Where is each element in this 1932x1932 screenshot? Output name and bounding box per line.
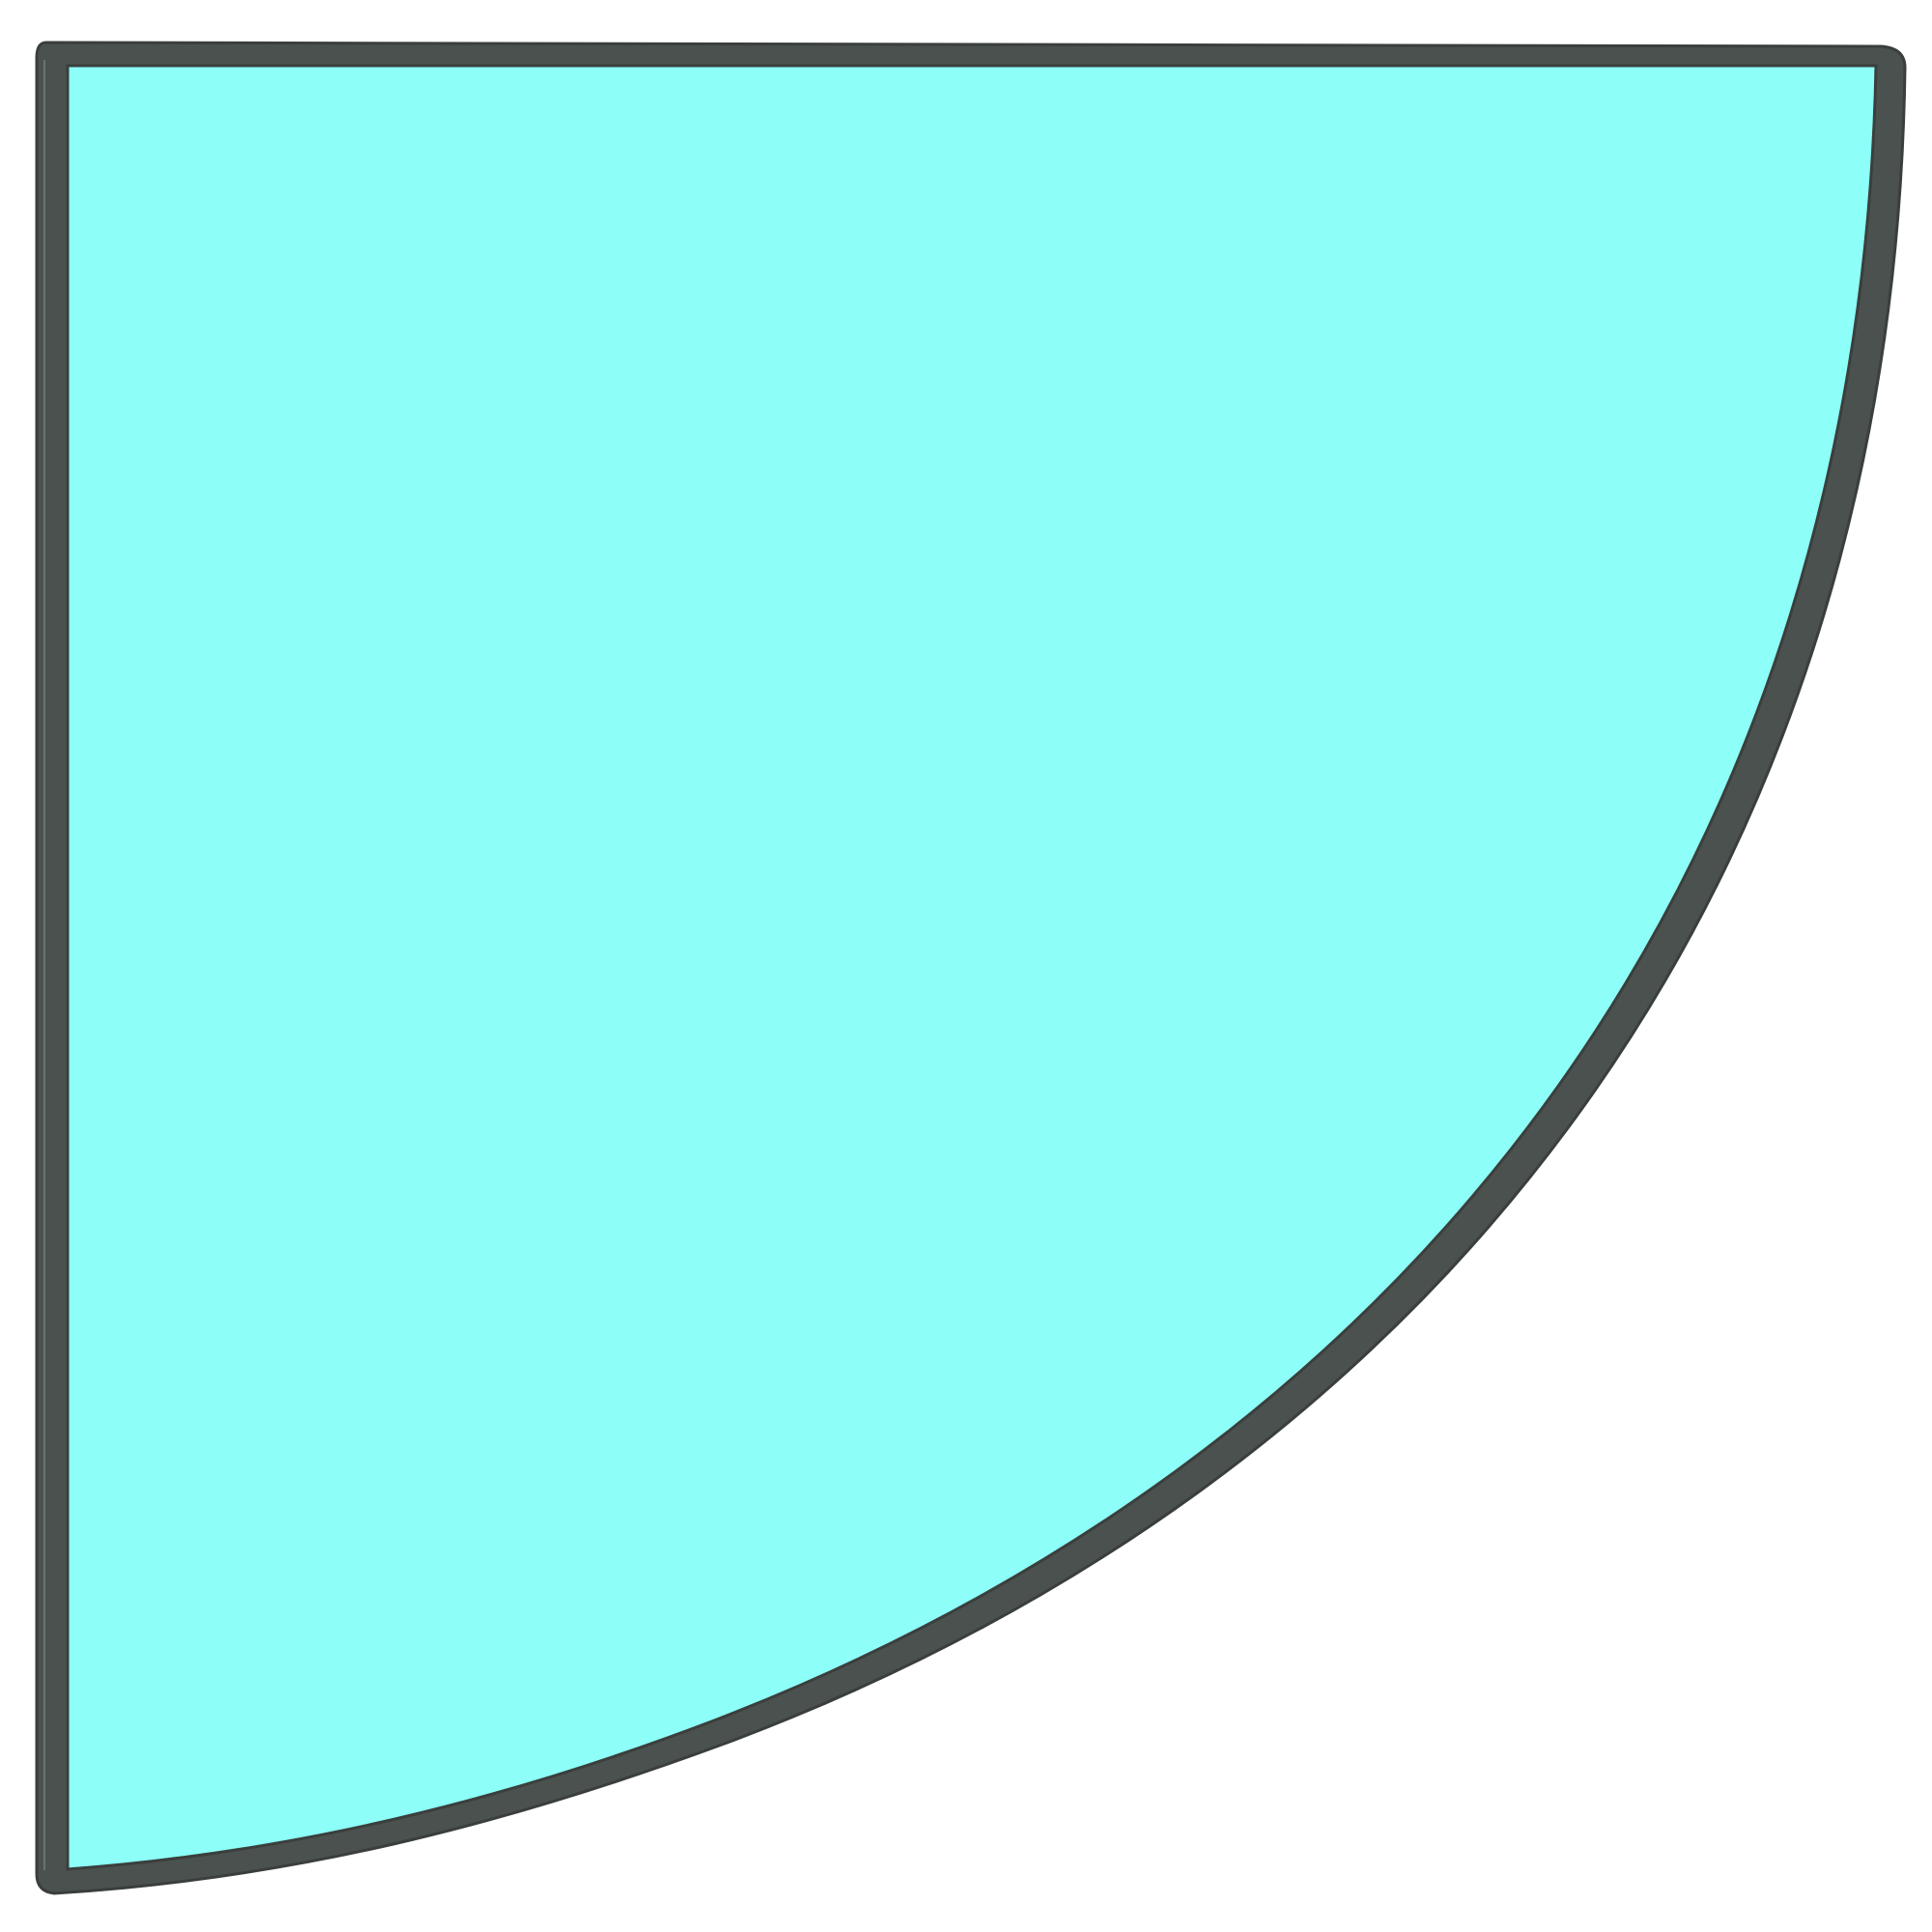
shelf-frame-inner-edge xyxy=(66,64,1878,1871)
shelf-glass-surface xyxy=(68,66,1876,1869)
